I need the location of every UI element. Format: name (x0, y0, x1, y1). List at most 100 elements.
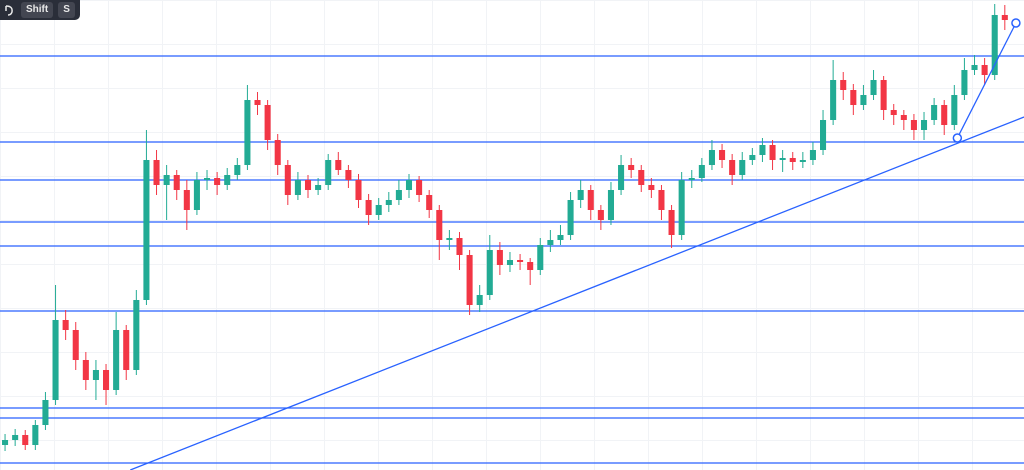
candle-body (466, 255, 473, 305)
candle-body (173, 175, 180, 190)
candle-body (1001, 15, 1008, 20)
candle-body (304, 180, 312, 190)
candle-body (567, 200, 574, 235)
candle-body (698, 165, 705, 178)
candle-body (850, 90, 857, 105)
trend-line (956, 22, 1017, 139)
candle-body (517, 260, 524, 262)
candle-body (527, 262, 534, 270)
candle-body (203, 178, 211, 180)
candle-body (355, 180, 362, 200)
candle-body (143, 160, 150, 300)
candle-body (769, 145, 776, 160)
candle-body (638, 170, 645, 185)
undo-icon[interactable] (2, 3, 16, 17)
candle-body (506, 260, 514, 265)
candle-body (910, 120, 917, 130)
candle-body (436, 210, 443, 240)
candle-body (365, 200, 372, 215)
candle-body (658, 190, 665, 210)
candle-body (577, 190, 584, 200)
candle-body (547, 240, 554, 245)
candle-body (961, 70, 968, 95)
candle-body (163, 175, 170, 185)
candle-body (628, 165, 635, 170)
candle-body (648, 185, 655, 190)
candle-body (830, 80, 837, 120)
candle-body (426, 195, 433, 210)
trend-handle (1011, 18, 1021, 28)
candle-body (981, 65, 988, 75)
candle-body (749, 155, 756, 160)
candle-body (991, 15, 998, 75)
candle-body (284, 165, 291, 195)
candle-body (375, 205, 382, 215)
candle-body (820, 120, 827, 150)
candle-body (729, 160, 736, 175)
candle-body (931, 105, 938, 120)
candle-body (719, 150, 726, 160)
candle-body (254, 100, 261, 105)
candle-body (193, 180, 200, 210)
candle-body (476, 295, 483, 305)
candle-body (22, 435, 29, 445)
candle-body (294, 180, 301, 195)
candle-body (12, 435, 19, 440)
candle-body (42, 400, 49, 425)
candle-body (890, 110, 897, 115)
candle-body (264, 105, 271, 140)
candle-body (405, 180, 413, 190)
candle-body (103, 370, 110, 390)
candle-body (587, 190, 594, 210)
candle-body (385, 200, 392, 205)
candle-body (870, 80, 877, 95)
candle-body (557, 235, 564, 240)
candle-body (52, 320, 59, 400)
candle-body (244, 100, 251, 165)
candle-body (779, 158, 786, 160)
candle-body (789, 158, 796, 162)
candle-body (840, 80, 847, 90)
candle-body (224, 175, 231, 185)
candle-body (113, 330, 120, 390)
candle-body (234, 165, 241, 175)
candle-body (739, 160, 746, 175)
candle-body (880, 80, 887, 110)
candle-body (446, 238, 453, 240)
trend-line (130, 116, 1024, 470)
candle-body (345, 170, 352, 180)
candle-body (315, 185, 322, 190)
trend-handle (952, 133, 963, 143)
candle-body (2, 440, 9, 445)
key-button[interactable]: S (58, 2, 75, 18)
candle-body (860, 95, 867, 105)
candle-body (456, 238, 463, 255)
candle-body (971, 65, 978, 70)
candle-body (618, 165, 625, 190)
candle-body (123, 330, 130, 370)
candle-body (82, 360, 89, 380)
candle-body (416, 180, 423, 195)
candle-body (951, 95, 958, 125)
candle-body (133, 300, 140, 370)
candle-body (537, 245, 544, 270)
candle-body (607, 190, 614, 220)
candle-body (597, 210, 604, 220)
candle-body (395, 190, 402, 200)
key-button[interactable]: Shift (21, 2, 54, 18)
candle-body (920, 120, 928, 130)
candle-body (325, 160, 332, 185)
candle-body (496, 250, 503, 265)
candle-body (809, 150, 816, 160)
toolbar: Shift S (0, 0, 80, 20)
candle-body (708, 150, 715, 165)
candle-body (668, 210, 675, 235)
candle-body (900, 115, 907, 120)
candle-body (72, 330, 79, 360)
candle-body (688, 178, 695, 180)
candle-body (214, 178, 221, 185)
candle-body (183, 190, 190, 210)
candle-body (486, 250, 493, 295)
candle-body (153, 160, 160, 185)
